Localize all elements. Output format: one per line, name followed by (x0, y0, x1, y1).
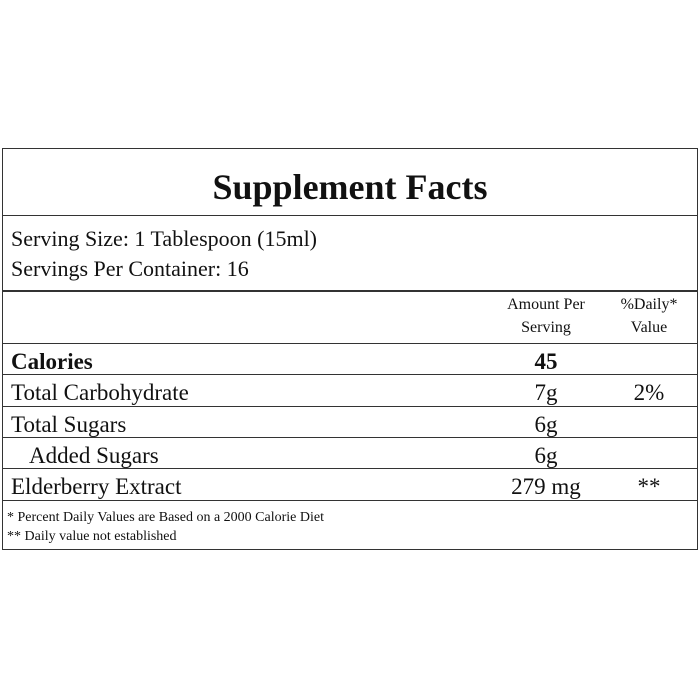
amount-header: Serving (521, 319, 571, 336)
nutrient-name: Calories (11, 349, 93, 374)
nutrient-name: Elderberry Extract (11, 474, 182, 500)
nutrient-daily-value: 2% (633, 380, 665, 406)
footnote: ** Daily value not established (7, 529, 177, 544)
nutrient-amount: 7g (534, 380, 558, 406)
daily-value-header: %Daily* (620, 296, 678, 313)
row-divider (3, 499, 697, 501)
nutrient-daily-value: ** (637, 474, 661, 500)
row-divider (3, 468, 697, 470)
nutrient-amount: 45 (534, 349, 558, 374)
footnote: * Percent Daily Values are Based on a 20… (7, 510, 324, 525)
nutrient-amount: 279 mg (511, 474, 581, 500)
nutrient-amount: 6g (534, 442, 558, 468)
nutrient-name: Total Sugars (11, 411, 127, 437)
supplement-facts-label: Supplement Facts Serving Size: 1 Tablesp… (2, 148, 698, 550)
nutrient-name: Added Sugars (29, 442, 159, 468)
daily-value-header: Value (630, 319, 668, 336)
title: Supplement Facts (212, 167, 488, 207)
row-divider (3, 405, 697, 407)
divider (3, 290, 697, 292)
amount-header: Amount Per (507, 296, 585, 313)
row-divider (3, 436, 697, 438)
row-divider (3, 343, 697, 344)
row-divider (3, 374, 697, 376)
nutrient-amount: 6g (534, 411, 558, 437)
servings-per-container: Servings Per Container: 16 (11, 256, 249, 281)
divider (3, 215, 697, 216)
serving-size: Serving Size: 1 Tablespoon (15ml) (11, 226, 318, 251)
nutrient-name: Total Carbohydrate (11, 380, 189, 406)
